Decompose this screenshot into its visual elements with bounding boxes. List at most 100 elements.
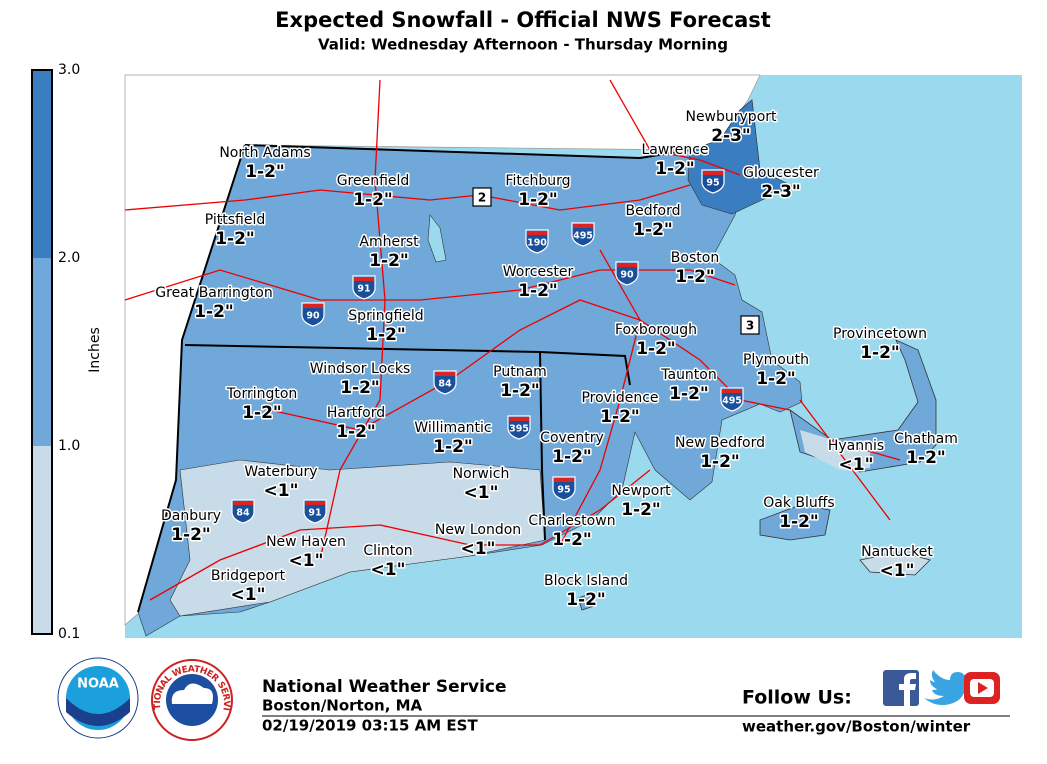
- route-number: 90: [306, 311, 320, 322]
- youtube-play[interactable]: [978, 682, 988, 694]
- location-name: Newburyport: [685, 109, 777, 125]
- snow-amount: 1-2": [675, 267, 715, 287]
- snow-amount: 1-2": [621, 500, 661, 520]
- location-name: New London: [435, 522, 521, 538]
- location-name: North Adams: [219, 145, 310, 161]
- snow-amount: 1-2": [600, 407, 640, 427]
- snow-amount: 1-2": [566, 590, 606, 610]
- snow-amount: <1": [464, 483, 499, 503]
- highway: [609, 79, 741, 176]
- website-url: weather.gov/Boston/winter: [742, 718, 971, 736]
- highway: [124, 184, 691, 211]
- highway: [269, 299, 791, 431]
- interstate-shield-top: [554, 478, 574, 482]
- twitter-icon[interactable]: [924, 670, 971, 706]
- location-name: Bridgeport: [211, 568, 286, 584]
- location-name: Chatham: [894, 431, 958, 447]
- interstate-shield: [552, 476, 576, 501]
- state-border: [137, 144, 246, 613]
- snow-amount: <1": [880, 561, 915, 581]
- office-location: Boston/Norton, MA: [262, 697, 423, 715]
- snow-amount: 2-3": [711, 126, 751, 146]
- interstate-shield-top: [305, 501, 325, 505]
- snow-amount: 1-2": [245, 162, 285, 182]
- snow-amount: 1-2": [353, 190, 393, 210]
- snow-amount: 1-2": [636, 339, 676, 359]
- location-name: Great Barrington: [155, 285, 272, 301]
- route-number: 91: [357, 284, 370, 295]
- snow-amount: <1": [289, 551, 324, 571]
- interstate-shield: [571, 222, 595, 247]
- location-name: Hyannis: [828, 438, 884, 454]
- route-number: 395: [509, 424, 529, 435]
- interstate-shield: [720, 387, 744, 412]
- location-name: Willimantic: [414, 420, 491, 436]
- title: Expected Snowfall - Official NWS Forecas…: [275, 8, 771, 32]
- office-name: National Weather Service: [262, 677, 507, 697]
- snow-amount: 1-2": [552, 447, 592, 467]
- location-name: Provincetown: [833, 326, 927, 342]
- noaa-logo-text: NOAA: [77, 677, 119, 692]
- snow-amount: 1-2": [336, 422, 376, 442]
- snow-amount: 1-2": [633, 220, 673, 240]
- location-name: Fitchburg: [505, 173, 570, 189]
- legend-frame: [31, 69, 53, 635]
- highway: [149, 469, 651, 601]
- route-number: 2: [478, 191, 486, 205]
- route-number: 84: [438, 379, 452, 390]
- interstate-shield-top: [509, 417, 529, 421]
- location-name: Amherst: [359, 234, 419, 250]
- legend-tick-label: 2.0: [58, 250, 80, 266]
- snow-amount: 1-2": [906, 448, 946, 468]
- route-number: 95: [706, 178, 719, 189]
- interstate-shield-top: [722, 389, 742, 393]
- location-name: Nantucket: [861, 544, 933, 560]
- location-name: Oak Bluffs: [763, 495, 834, 511]
- legend-swatch: [32, 258, 52, 446]
- nws-logo-cloud: [171, 683, 213, 704]
- quabbin: [427, 214, 447, 263]
- legend-tick-label: 1.0: [58, 438, 80, 454]
- location-name: Foxborough: [615, 322, 697, 338]
- location-name: Putnam: [493, 364, 547, 380]
- snow-amount: <1": [231, 585, 266, 605]
- interstate-shield: [301, 302, 325, 327]
- snow-amount: 1-2": [552, 530, 592, 550]
- snow-amount: 1-2": [700, 452, 740, 472]
- location-name: Waterbury: [244, 464, 317, 480]
- location-name: Springfield: [348, 308, 423, 324]
- snow-amount: 1-2": [340, 378, 380, 398]
- route-number: 495: [722, 396, 742, 407]
- snow-amount: 1-2": [171, 525, 211, 545]
- interstate-shield-top: [354, 277, 374, 281]
- location-name: New Bedford: [675, 435, 765, 451]
- location-name: Boston: [671, 250, 719, 266]
- interstate-shield: [615, 261, 639, 286]
- snow-amount: <1": [264, 481, 299, 501]
- location-name: Norwich: [453, 466, 510, 482]
- route-number: 91: [308, 508, 321, 519]
- legend-swatch: [32, 70, 52, 258]
- interstate-shield: [231, 499, 255, 524]
- snow-amount: <1": [461, 539, 496, 559]
- interstate-shield-top: [573, 224, 593, 228]
- snow-amount: 1-2": [669, 384, 709, 404]
- facebook-f[interactable]: [899, 673, 916, 706]
- nantucket-island: [859, 551, 931, 576]
- cape-cod-west: [800, 430, 870, 470]
- location-name: Pittsfield: [205, 212, 266, 228]
- state-route-shield: [472, 187, 492, 207]
- state-border: [539, 351, 546, 541]
- location-name: Plymouth: [743, 352, 809, 368]
- noaa-logo-gull: [66, 698, 130, 726]
- location-name: Danbury: [161, 508, 221, 524]
- location-name: Gloucester: [743, 165, 819, 181]
- interstate-shield: [303, 499, 327, 524]
- location-name: Providence: [581, 390, 658, 406]
- highway: [559, 249, 641, 546]
- snow-amount: 1-2": [366, 325, 406, 345]
- interstate-shield-top: [703, 171, 723, 175]
- location-name: New Haven: [266, 534, 346, 550]
- interstate-shield: [525, 229, 549, 254]
